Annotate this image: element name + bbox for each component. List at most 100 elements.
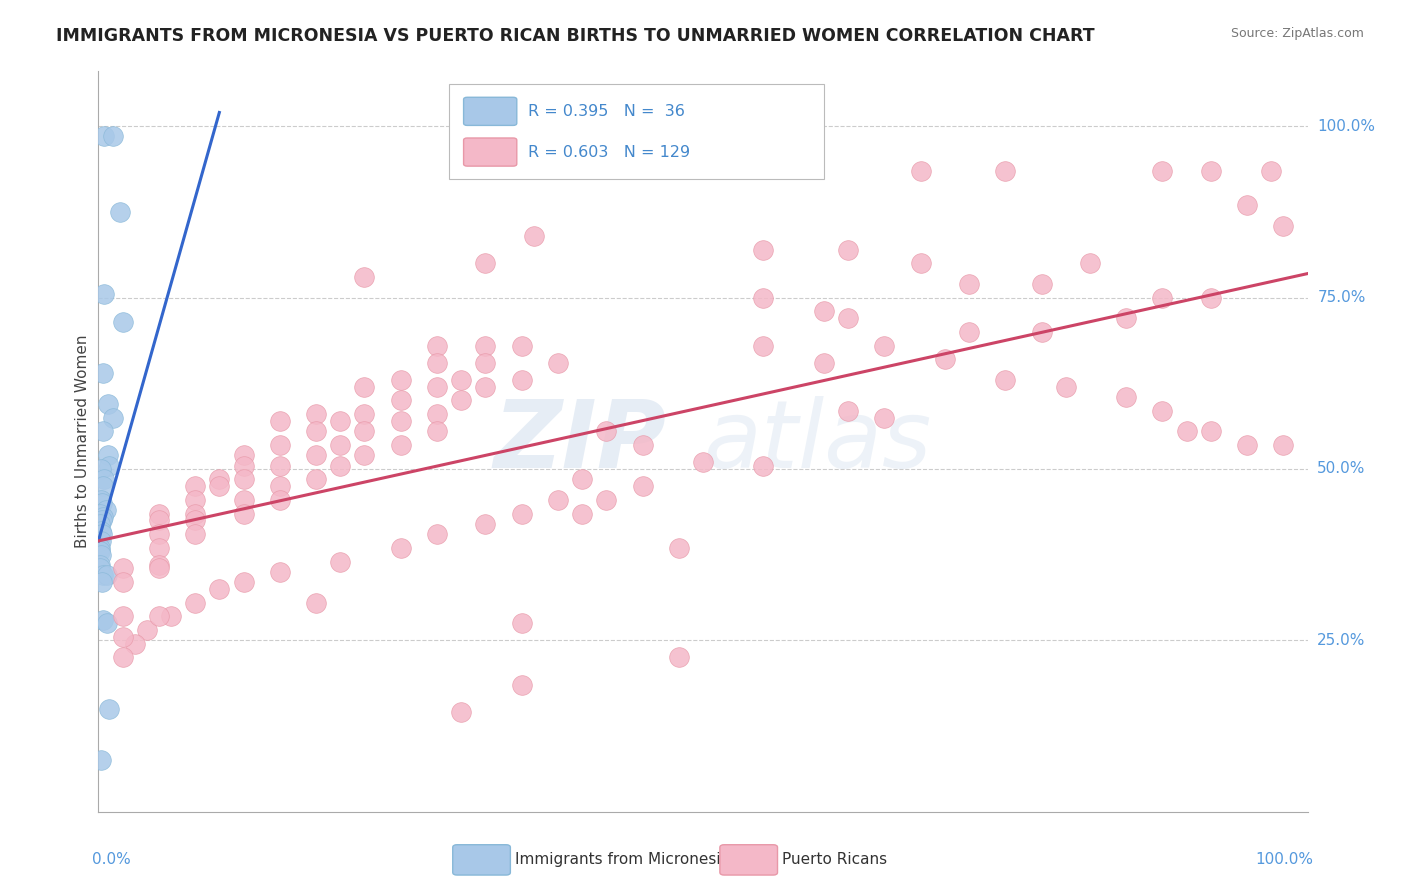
Point: [1031, 277, 1053, 291]
Point: [668, 541, 690, 555]
Point: [1115, 311, 1137, 326]
Text: IMMIGRANTS FROM MICRONESIA VS PUERTO RICAN BIRTHS TO UNMARRIED WOMEN CORRELATION: IMMIGRANTS FROM MICRONESIA VS PUERTO RIC…: [56, 27, 1095, 45]
Point: [91, 568, 114, 582]
Point: [232, 492, 254, 507]
Point: [1031, 325, 1053, 339]
Point: [450, 373, 472, 387]
Point: [426, 380, 449, 394]
Point: [98, 458, 121, 473]
Point: [813, 304, 835, 318]
Point: [329, 438, 352, 452]
Point: [1199, 291, 1222, 305]
Point: [1054, 380, 1077, 394]
Point: [96, 616, 118, 631]
Point: [96, 568, 118, 582]
Point: [305, 596, 328, 610]
Point: [873, 338, 896, 352]
Point: [148, 541, 170, 555]
Point: [232, 472, 254, 486]
Point: [752, 291, 775, 305]
Text: 0.0%: 0.0%: [93, 853, 131, 867]
Point: [619, 122, 641, 136]
Point: [91, 424, 114, 438]
Point: [934, 352, 956, 367]
Point: [148, 558, 170, 572]
Point: [474, 380, 496, 394]
Point: [89, 561, 111, 575]
Point: [631, 438, 654, 452]
Point: [91, 613, 114, 627]
Point: [389, 541, 412, 555]
Point: [389, 373, 412, 387]
Point: [89, 516, 111, 531]
Point: [89, 544, 111, 558]
Point: [184, 513, 207, 527]
Point: [426, 356, 449, 370]
Point: [208, 479, 231, 493]
Point: [91, 575, 114, 590]
Point: [1152, 291, 1174, 305]
Point: [91, 479, 114, 493]
Text: 75.0%: 75.0%: [1317, 290, 1365, 305]
Point: [474, 516, 496, 531]
Point: [148, 609, 170, 624]
Point: [1152, 403, 1174, 417]
Point: [1236, 198, 1258, 212]
Point: [89, 507, 111, 521]
Point: [111, 609, 134, 624]
Point: [97, 448, 120, 462]
Point: [873, 410, 896, 425]
Text: R = 0.603   N = 129: R = 0.603 N = 129: [527, 145, 690, 160]
Point: [571, 507, 593, 521]
Point: [426, 424, 449, 438]
Point: [91, 527, 114, 541]
Point: [426, 407, 449, 421]
Text: Immigrants from Micronesia: Immigrants from Micronesia: [515, 853, 730, 867]
Point: [510, 338, 533, 352]
Point: [668, 650, 690, 665]
Point: [957, 277, 980, 291]
Point: [93, 472, 115, 486]
Point: [111, 575, 134, 590]
Point: [89, 558, 111, 572]
Point: [148, 513, 170, 527]
Point: [752, 243, 775, 257]
Point: [269, 479, 291, 493]
Point: [994, 163, 1017, 178]
Point: [389, 438, 412, 452]
Point: [1115, 390, 1137, 404]
Point: [523, 228, 546, 243]
Point: [269, 492, 291, 507]
Point: [91, 366, 114, 380]
Text: Source: ZipAtlas.com: Source: ZipAtlas.com: [1230, 27, 1364, 40]
Point: [208, 472, 231, 486]
Point: [1260, 163, 1282, 178]
Point: [329, 554, 352, 568]
Point: [547, 492, 569, 507]
Point: [93, 287, 115, 301]
Point: [148, 527, 170, 541]
Point: [91, 510, 114, 524]
Point: [837, 243, 859, 257]
Point: [957, 325, 980, 339]
Point: [353, 448, 375, 462]
Point: [752, 458, 775, 473]
Point: [101, 410, 124, 425]
Point: [1199, 163, 1222, 178]
Point: [450, 393, 472, 408]
Point: [1272, 219, 1295, 233]
Point: [89, 541, 111, 555]
Text: ZIP: ZIP: [494, 395, 666, 488]
Point: [269, 438, 291, 452]
Point: [269, 565, 291, 579]
Text: R = 0.395   N =  36: R = 0.395 N = 36: [527, 103, 685, 119]
Point: [208, 582, 231, 596]
Point: [232, 575, 254, 590]
Point: [184, 492, 207, 507]
FancyBboxPatch shape: [449, 84, 824, 178]
Text: Puerto Ricans: Puerto Ricans: [782, 853, 887, 867]
Point: [353, 380, 375, 394]
Point: [111, 561, 134, 575]
Point: [910, 163, 932, 178]
Point: [98, 702, 121, 716]
